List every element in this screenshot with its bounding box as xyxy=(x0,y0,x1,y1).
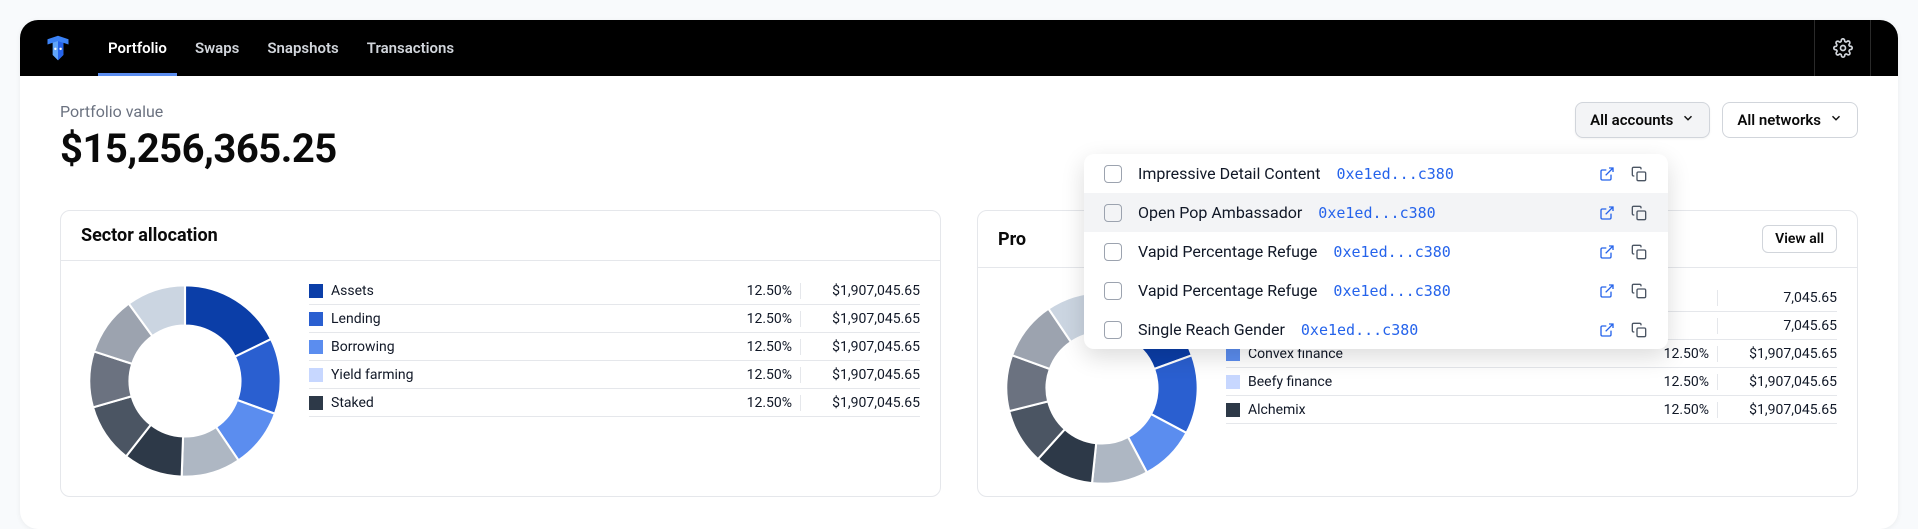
account-name: Vapid Percentage Refuge xyxy=(1138,242,1317,261)
row-value: 7,045.65 xyxy=(1717,318,1837,334)
account-name: Single Reach Gender xyxy=(1138,320,1285,339)
account-checkbox[interactable] xyxy=(1104,204,1122,222)
row-percent: 12.50% xyxy=(726,367,792,383)
copy-icon[interactable] xyxy=(1630,204,1648,222)
topbar-right-divider xyxy=(1870,20,1898,76)
open-external-icon[interactable] xyxy=(1598,321,1616,339)
tab-swaps[interactable]: Swaps xyxy=(195,20,239,76)
color-swatch xyxy=(309,312,323,326)
portfolio-value-label: Portfolio value xyxy=(60,102,337,121)
account-name: Open Pop Ambassador xyxy=(1138,203,1302,222)
card-title: Pro xyxy=(998,229,1026,250)
account-name: Impressive Detail Content xyxy=(1138,164,1320,183)
account-row[interactable]: Vapid Percentage Refuge 0xe1ed...c380 xyxy=(1084,232,1668,271)
account-address: 0xe1ed...c380 xyxy=(1333,243,1450,261)
row-label: Beefy finance xyxy=(1248,374,1635,390)
row-label: Staked xyxy=(331,395,718,411)
row-percent: 12.50% xyxy=(726,339,792,355)
nav-tabs: Portfolio Swaps Snapshots Transactions xyxy=(108,20,454,76)
account-checkbox[interactable] xyxy=(1104,321,1122,339)
table-row: Lending 12.50% $1,907,045.65 xyxy=(309,305,920,333)
portfolio-value-block: Portfolio value $15,256,365.25 xyxy=(60,102,337,172)
table-row: Alchemix 12.50% $1,907,045.65 xyxy=(1226,396,1837,424)
account-checkbox[interactable] xyxy=(1104,243,1122,261)
row-percent: 12.50% xyxy=(726,311,792,327)
account-address: 0xe1ed...c380 xyxy=(1318,204,1435,222)
row-value: $1,907,045.65 xyxy=(1717,402,1837,418)
copy-icon[interactable] xyxy=(1630,321,1648,339)
row-value: $1,907,045.65 xyxy=(800,395,920,411)
row-label: Yield farming xyxy=(331,367,718,383)
account-row[interactable]: Vapid Percentage Refuge 0xe1ed...c380 xyxy=(1084,271,1668,310)
account-row[interactable]: Impressive Detail Content 0xe1ed...c380 xyxy=(1084,154,1668,193)
open-external-icon[interactable] xyxy=(1598,282,1616,300)
row-value: $1,907,045.65 xyxy=(800,283,920,299)
row-value: 7,045.65 xyxy=(1717,290,1837,306)
settings-button[interactable] xyxy=(1814,20,1870,76)
account-address: 0xe1ed...c380 xyxy=(1301,321,1418,339)
account-checkbox[interactable] xyxy=(1104,165,1122,183)
color-swatch xyxy=(1226,403,1240,417)
row-value: $1,907,045.65 xyxy=(800,367,920,383)
account-row[interactable]: Open Pop Ambassador 0xe1ed...c380 xyxy=(1084,193,1668,232)
table-row: Assets 12.50% $1,907,045.65 xyxy=(309,277,920,305)
networks-selector-label: All networks xyxy=(1737,111,1821,129)
account-address: 0xe1ed...c380 xyxy=(1333,282,1450,300)
color-swatch xyxy=(309,340,323,354)
table-row: Yield farming 12.50% $1,907,045.65 xyxy=(309,361,920,389)
account-name: Vapid Percentage Refuge xyxy=(1138,281,1317,300)
color-swatch xyxy=(309,368,323,382)
copy-icon[interactable] xyxy=(1630,165,1648,183)
chevron-down-icon xyxy=(1829,111,1843,129)
row-label: Lending xyxy=(331,311,718,327)
sector-donut xyxy=(81,277,289,489)
row-percent: 12.50% xyxy=(726,283,792,299)
app-logo[interactable] xyxy=(44,34,72,62)
account-checkbox[interactable] xyxy=(1104,282,1122,300)
view-all-button[interactable]: View all xyxy=(1762,225,1837,253)
open-external-icon[interactable] xyxy=(1598,204,1616,222)
table-row: Beefy finance 12.50% $1,907,045.65 xyxy=(1226,368,1837,396)
accounts-selector[interactable]: All accounts xyxy=(1575,102,1710,138)
row-label: Alchemix xyxy=(1248,402,1635,418)
open-external-icon[interactable] xyxy=(1598,243,1616,261)
row-percent: 12.50% xyxy=(1643,402,1709,418)
color-swatch xyxy=(309,396,323,410)
chevron-down-icon xyxy=(1681,111,1695,129)
sector-allocation-card: Sector allocation Assets 12.50% $1,907,045… xyxy=(60,210,941,497)
row-value: $1,907,045.65 xyxy=(1717,346,1837,362)
networks-selector[interactable]: All networks xyxy=(1722,102,1858,138)
color-swatch xyxy=(1226,375,1240,389)
open-external-icon[interactable] xyxy=(1598,165,1616,183)
tab-portfolio[interactable]: Portfolio xyxy=(108,20,167,76)
row-value: $1,907,045.65 xyxy=(1717,374,1837,390)
copy-icon[interactable] xyxy=(1630,282,1648,300)
color-swatch xyxy=(309,284,323,298)
sector-table: Assets 12.50% $1,907,045.65 Lending 12.50% $1… xyxy=(309,277,920,417)
tab-transactions[interactable]: Transactions xyxy=(367,20,454,76)
row-value: $1,907,045.65 xyxy=(800,311,920,327)
portfolio-value-amount: $15,256,365.25 xyxy=(60,125,337,172)
row-label: Assets xyxy=(331,283,718,299)
account-address: 0xe1ed...c380 xyxy=(1336,165,1453,183)
table-row: Borrowing 12.50% $1,907,045.65 xyxy=(309,333,920,361)
card-title: Sector allocation xyxy=(81,225,218,246)
topbar: Portfolio Swaps Snapshots Transactions xyxy=(20,20,1898,76)
tab-snapshots[interactable]: Snapshots xyxy=(267,20,338,76)
row-label: Borrowing xyxy=(331,339,718,355)
copy-icon[interactable] xyxy=(1630,243,1648,261)
row-value: $1,907,045.65 xyxy=(800,339,920,355)
accounts-selector-label: All accounts xyxy=(1590,111,1673,129)
table-row: Staked 12.50% $1,907,045.65 xyxy=(309,389,920,417)
row-percent: 12.50% xyxy=(726,395,792,411)
accounts-dropdown: Impressive Detail Content0xe1ed...c380Op… xyxy=(1084,154,1668,349)
account-row[interactable]: Single Reach Gender 0xe1ed...c380 xyxy=(1084,310,1668,349)
row-percent: 12.50% xyxy=(1643,374,1709,390)
